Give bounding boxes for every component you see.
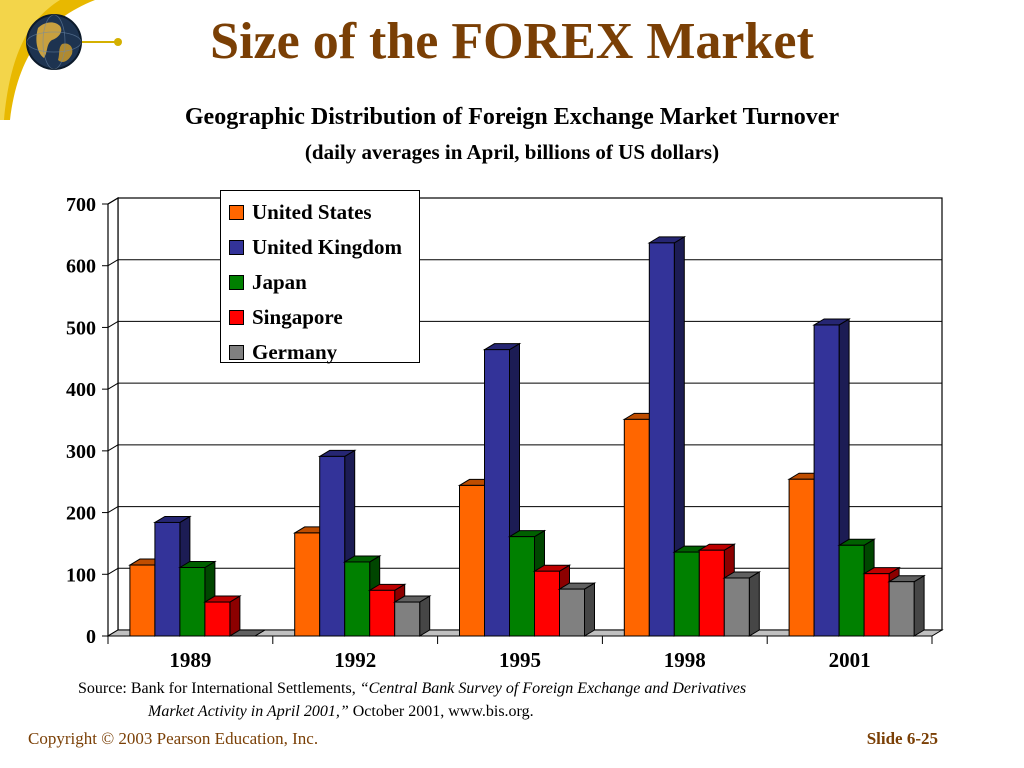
bar-front-face: [484, 349, 510, 637]
copyright-text: Copyright © 2003 Pearson Education, Inc.: [28, 729, 319, 748]
y-tick-label: 0: [86, 626, 96, 648]
x-tick-label: 1995: [499, 648, 541, 672]
legend-label: United States: [252, 199, 372, 224]
plot-side-wall: [107, 196, 119, 638]
y-tick-label: 500: [66, 317, 96, 339]
bar-front-face: [534, 570, 560, 637]
bar-front-face: [294, 532, 321, 637]
bar-front-face: [698, 549, 725, 637]
bar-top-face: [228, 629, 267, 637]
bar-front-face: [559, 588, 585, 637]
legend-label: Germany: [252, 339, 338, 364]
bar-front-face: [344, 561, 371, 637]
bar-side-face: [229, 595, 241, 637]
bar-front-face: [813, 324, 840, 637]
bar-front-face: [319, 455, 346, 637]
bar-front-face: [623, 418, 650, 637]
x-tick-label: 2001: [829, 648, 871, 672]
corner-decoration: [0, 0, 122, 120]
bar-front-face: [648, 242, 675, 637]
legend-label: Singapore: [252, 304, 343, 329]
globe-icon: [26, 14, 82, 70]
bar-front-face: [129, 564, 156, 637]
bar: [557, 582, 597, 637]
source-title-part2: Market Activity in April 2001,”: [148, 703, 349, 720]
gridline-side: [107, 567, 119, 575]
bar: [342, 555, 382, 637]
gridline-side: [107, 320, 119, 328]
bar-front-face: [459, 484, 485, 637]
source-prefix: Source: Bank for International Settlemen…: [78, 680, 360, 697]
bar-front-face: [788, 478, 815, 637]
legend-swatch: [229, 239, 244, 255]
legend-swatch: [229, 274, 244, 290]
gridline-side: [107, 382, 119, 390]
legend-item: Singapore: [229, 302, 343, 332]
y-tick-label: 400: [66, 379, 96, 401]
y-tick-label: 100: [66, 564, 96, 586]
source-title-part1: “Central Bank Survey of Foreign Exchange…: [359, 680, 747, 697]
bar-front-face: [673, 551, 700, 637]
y-tick-label: 600: [66, 256, 96, 278]
gridline-side: [107, 197, 119, 205]
bar-front-face: [179, 566, 206, 637]
y-tick-label: 300: [66, 441, 96, 463]
legend-swatch: [229, 204, 244, 220]
bar-side-face: [584, 582, 595, 637]
bar: [392, 595, 432, 637]
bar: [532, 564, 572, 637]
bar: [228, 629, 267, 637]
bar: [887, 574, 926, 637]
chart-subtitle: Geographic Distribution of Foreign Excha…: [184, 104, 840, 130]
bar: [178, 560, 217, 637]
y-tick-label: 700: [66, 194, 96, 216]
gridline-side: [107, 259, 119, 267]
x-tick-label: 1989: [169, 648, 211, 672]
slide-number: Slide 6-25: [866, 729, 938, 748]
bar-front-face: [204, 601, 231, 637]
bar-front-face: [888, 581, 915, 637]
legend-swatch: [229, 309, 244, 325]
bar-front-face: [509, 536, 535, 637]
bar-front-face: [394, 601, 421, 637]
bar-front-face: [369, 589, 396, 637]
y-tick-label: 200: [66, 503, 96, 525]
chart-legend: United States United Kingdom Japan Singapor…: [220, 190, 420, 364]
legend-item: Japan: [229, 267, 307, 297]
gridline-side: [107, 444, 119, 452]
bar: [647, 235, 687, 637]
legend-item: United Kingdom: [229, 232, 402, 262]
bar: [722, 571, 762, 637]
legend-label: Japan: [252, 269, 307, 294]
x-tick-label: 1992: [334, 648, 376, 672]
chart-units-subtitle: (daily averages in April, billions of US…: [304, 140, 720, 164]
slide-title: Size of the FOREX Market: [210, 13, 814, 70]
bar-side-face: [748, 571, 760, 637]
source-suffix: October 2001, www.bis.org.: [348, 703, 534, 720]
bar-front-face: [723, 577, 750, 637]
bar-side-face: [913, 574, 925, 637]
source-note: Source: Bank for International Settlemen…: [78, 677, 746, 723]
bar-front-face: [863, 573, 890, 637]
bar-front-face: [154, 521, 181, 637]
gridline-side: [107, 506, 119, 514]
legend-item: United States: [229, 197, 372, 227]
legend-item: Germany: [229, 337, 337, 367]
bar: [697, 543, 737, 637]
bar-side-face: [419, 595, 431, 637]
bar-front-face: [838, 544, 865, 637]
x-tick-label: 1998: [664, 648, 706, 672]
bar: [203, 595, 242, 637]
legend-label: United Kingdom: [252, 234, 402, 259]
legend-swatch: [229, 344, 244, 360]
